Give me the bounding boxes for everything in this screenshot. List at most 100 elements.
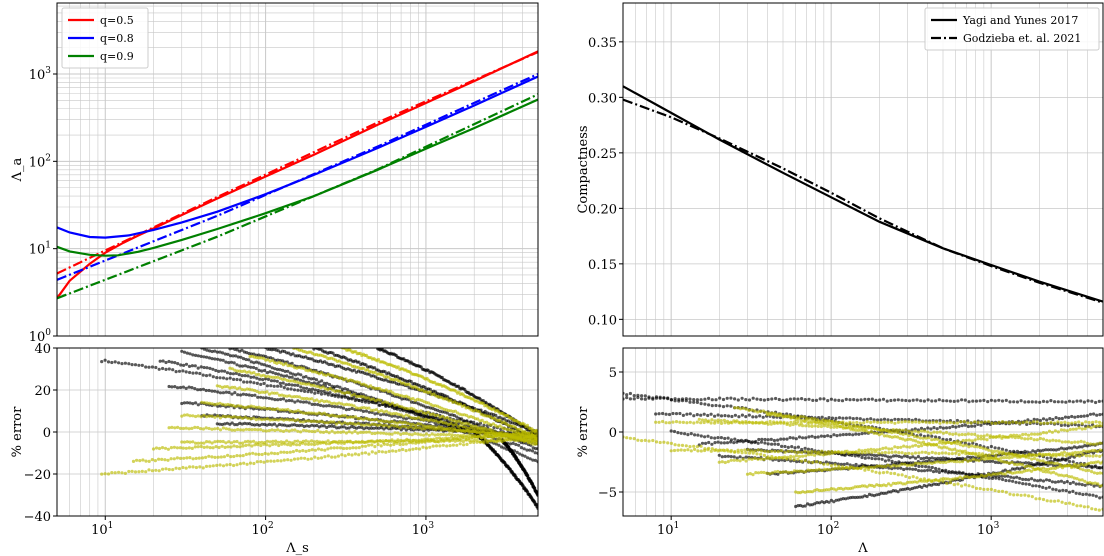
scatter-point [366,396,371,400]
scatter-point [232,361,236,365]
scatter-point [1054,488,1058,492]
scatter-point [320,424,324,428]
scatter-point [292,395,296,399]
scatter-point [887,458,891,462]
scatter-point [331,351,335,355]
scatter-point [1071,460,1075,464]
scatter-point [187,364,192,368]
scatter-point [340,394,344,398]
scatter-point [218,384,222,388]
scatter-point [317,411,321,415]
scatter-point [293,418,297,423]
scatter-point [341,430,346,434]
scatter-point [373,431,377,436]
scatter-point [232,415,236,419]
scatter-point [762,398,767,402]
scatter-point [1090,507,1094,511]
scatter-point [465,442,469,446]
scatter-point [343,391,347,395]
scatter-point [401,442,405,446]
scatter-point [458,402,462,406]
scatter-point [361,409,366,413]
scatter-point [1059,423,1063,427]
scatter-point [481,430,485,434]
scatter-point [997,398,1001,402]
scatter-point [286,387,290,391]
scatter-point [997,477,1001,481]
scatter-point [191,414,195,418]
scatter-point [202,348,206,351]
scatter-point [411,397,415,401]
scatter-point [519,440,523,445]
scatter-point [178,456,183,460]
scatter-point [486,428,490,432]
scatter-point [1009,475,1013,479]
scatter-point [285,394,289,398]
scatter-point [199,444,203,449]
scatter-point [844,432,849,437]
scatter-point [295,448,299,453]
scatter-point [286,443,290,447]
scatter-point [215,384,219,388]
scatter-point [367,452,371,456]
scatter-point [304,419,308,423]
scatter-point [419,422,423,426]
scatter-point [244,393,248,397]
scatter-point [471,424,476,429]
scatter-point [703,402,707,406]
scatter-point [1041,417,1046,421]
scatter-point [154,365,158,370]
scatter-point [309,457,313,461]
scatter-point [815,501,819,505]
scatter-point [270,397,274,401]
scatter-point [210,414,214,418]
scatter-point [257,441,261,445]
scatter-point [760,437,764,441]
scatter-point [290,379,294,383]
scatter-point [216,455,220,459]
scatter-point [359,392,363,396]
series-line-3 [57,72,538,281]
scatter-point [238,441,242,445]
scatter-point [464,434,469,438]
scatter-point [313,455,317,459]
scatter-point [313,430,317,434]
scatter-point [362,406,366,410]
scatter-point [286,364,290,368]
scatter-point [952,399,956,403]
scatter-point [946,471,950,475]
scatter-point [848,416,852,420]
scatter-point [272,422,277,426]
y-tick-label: 100 [29,328,52,345]
scatter-point [240,374,244,378]
scatter-point [384,413,388,417]
scatter-point [401,424,405,428]
scatter-point [370,439,374,443]
scatter-point [661,419,665,424]
scatter-point [431,404,435,408]
scatter-point [896,473,900,477]
scatter-point [666,396,670,400]
scatter-point [235,415,239,419]
scatter-point [201,373,205,377]
scatter-point [254,418,258,422]
scatter-point [290,361,294,365]
scatter-point [338,385,342,389]
scatter-point [239,355,243,359]
y-tick-label: 0.15 [588,258,617,273]
scatter-point [733,397,737,401]
scatter-point [503,438,507,443]
scatter-point [406,421,410,426]
scatter-point [178,426,183,430]
scatter-point [961,456,965,460]
scatter-point [232,454,236,459]
scatter-point [528,457,532,461]
series-line-1 [57,51,538,275]
scatter-point [228,462,232,467]
scatter-point [266,377,271,381]
scatter-point [813,435,817,439]
scatter-point [207,426,211,431]
scatter-point [208,446,212,450]
scatter-point [238,462,242,466]
scatter-point [377,426,381,430]
